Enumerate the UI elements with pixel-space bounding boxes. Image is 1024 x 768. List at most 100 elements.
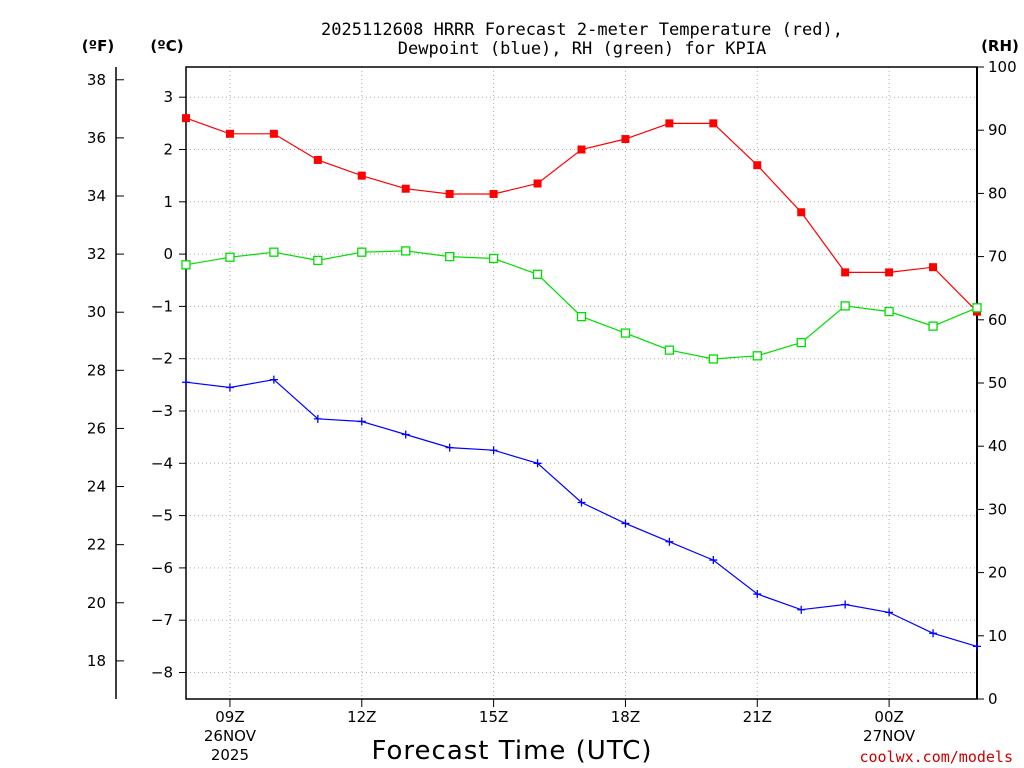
rh-tick-label: 0 bbox=[988, 690, 998, 708]
rh-point bbox=[620, 328, 631, 338]
rh-point bbox=[708, 354, 718, 364]
rh-tick-label: 100 bbox=[988, 58, 1017, 76]
rh-point bbox=[532, 269, 543, 279]
rh-point bbox=[357, 247, 367, 257]
temperature-series bbox=[182, 114, 981, 316]
rh-tick-label: 70 bbox=[988, 248, 1007, 266]
dewpoint-point bbox=[313, 414, 322, 423]
dewpoint-point bbox=[401, 430, 410, 439]
time-tick-label: 21Z bbox=[743, 708, 772, 726]
fahrenheit-unit-label: (ºF) bbox=[82, 37, 114, 55]
fahrenheit-tick-label: 32 bbox=[87, 245, 106, 263]
time-tick-label: 18Z bbox=[611, 708, 640, 726]
rh-point bbox=[181, 260, 191, 270]
celsius-axis: 3 2 1 0 −1 −2 −3 −4 −5 −6 −7 −8 bbox=[151, 88, 186, 682]
rh-point bbox=[313, 255, 323, 266]
rh-point bbox=[972, 303, 982, 313]
fahrenheit-tick-label: 20 bbox=[87, 594, 106, 612]
rh-point bbox=[445, 251, 455, 262]
rh-point bbox=[928, 321, 938, 331]
time-tick-label: 15Z bbox=[479, 708, 508, 726]
temperature-point bbox=[225, 129, 234, 138]
fahrenheit-tick-label: 18 bbox=[87, 652, 106, 670]
credit-text: coolwx.com/models bbox=[859, 748, 1013, 766]
dewpoint-point bbox=[225, 383, 234, 392]
rh-tick-label: 80 bbox=[988, 184, 1007, 202]
dewpoint-point bbox=[753, 590, 762, 599]
celsius-tick-label: −3 bbox=[151, 402, 173, 420]
fahrenheit-tick-label: 36 bbox=[87, 129, 106, 147]
rh-tick-label: 10 bbox=[988, 627, 1007, 645]
rh-tick-label: 40 bbox=[988, 437, 1007, 455]
time-tick-date: 27NOV bbox=[863, 727, 916, 745]
plot-frame bbox=[185, 66, 978, 700]
rh-point bbox=[840, 301, 850, 311]
x-axis-label: Forecast Time (UTC) bbox=[371, 736, 652, 766]
series-layer bbox=[181, 114, 982, 651]
fahrenheit-tick-label: 24 bbox=[87, 478, 106, 496]
temperature-point bbox=[841, 268, 850, 277]
celsius-tick-label: −6 bbox=[151, 559, 173, 577]
dewpoint-point bbox=[709, 556, 718, 565]
temperature-point bbox=[313, 155, 322, 164]
celsius-tick-label: 0 bbox=[163, 245, 173, 263]
celsius-tick-label: −5 bbox=[151, 507, 173, 525]
dewpoint-point bbox=[929, 629, 938, 638]
temperature-point bbox=[577, 145, 586, 154]
fahrenheit-tick-label: 34 bbox=[87, 187, 106, 205]
celsius-tick-label: 1 bbox=[163, 193, 173, 211]
rh-point bbox=[269, 247, 279, 257]
temperature-point bbox=[753, 161, 762, 170]
temperature-point bbox=[182, 114, 190, 123]
rh-point bbox=[401, 246, 411, 256]
temperature-point bbox=[401, 184, 410, 193]
celsius-tick-label: −4 bbox=[151, 454, 173, 472]
fahrenheit-tick-label: 38 bbox=[87, 71, 106, 89]
celsius-tick-label: 2 bbox=[163, 141, 173, 159]
temperature-point bbox=[489, 189, 498, 198]
celsius-tick-label: −2 bbox=[151, 350, 173, 368]
chart-title-line-2: Dewpoint (blue), RH (green) for KPIA bbox=[398, 39, 766, 59]
temperature-point bbox=[929, 263, 938, 272]
time-tick-label: 09Z bbox=[215, 708, 244, 726]
temperature-point bbox=[709, 119, 718, 128]
grid-lines bbox=[186, 67, 977, 699]
rh-tick-label: 20 bbox=[988, 564, 1007, 582]
dewpoint-point bbox=[665, 537, 674, 546]
temperature-point bbox=[357, 171, 366, 180]
dewpoint-point bbox=[533, 459, 542, 468]
rh-tick-label: 90 bbox=[988, 121, 1007, 139]
rh-point bbox=[796, 337, 806, 348]
celsius-tick-label: −8 bbox=[151, 664, 173, 682]
fahrenheit-axis: 38 36 34 32 30 28 26 24 22 20 18 bbox=[87, 71, 124, 670]
temperature-point bbox=[533, 179, 542, 188]
dewpoint-point bbox=[621, 519, 630, 528]
chart-title: 2025112608 HRRR Forecast 2-meter Tempera… bbox=[321, 20, 843, 59]
rh-tick-label: 50 bbox=[988, 374, 1007, 392]
dewpoint-point bbox=[489, 446, 498, 455]
celsius-tick-label: 3 bbox=[163, 88, 173, 106]
dewpoint-point bbox=[577, 498, 586, 507]
dewpoint-point bbox=[797, 605, 806, 614]
rh-line bbox=[185, 250, 978, 360]
rh-series bbox=[181, 246, 982, 364]
rh-point bbox=[884, 306, 894, 317]
temperature-point bbox=[621, 135, 630, 144]
dewpoint-point bbox=[445, 443, 454, 452]
time-tick-date: 26NOV bbox=[204, 727, 257, 745]
rh-tick-label: 60 bbox=[988, 311, 1007, 329]
dewpoint-line bbox=[185, 378, 978, 647]
celsius-tick-label: −7 bbox=[151, 611, 173, 629]
rh-point bbox=[225, 252, 235, 262]
fahrenheit-tick-label: 22 bbox=[87, 536, 106, 554]
rh-point bbox=[576, 311, 587, 322]
fahrenheit-tick-label: 26 bbox=[87, 419, 106, 437]
dewpoint-point bbox=[269, 375, 278, 384]
dewpoint-point bbox=[973, 642, 981, 651]
rh-point bbox=[752, 351, 762, 361]
temperature-point bbox=[445, 189, 454, 198]
dewpoint-point bbox=[885, 608, 894, 617]
celsius-tick-label: −1 bbox=[151, 297, 173, 315]
